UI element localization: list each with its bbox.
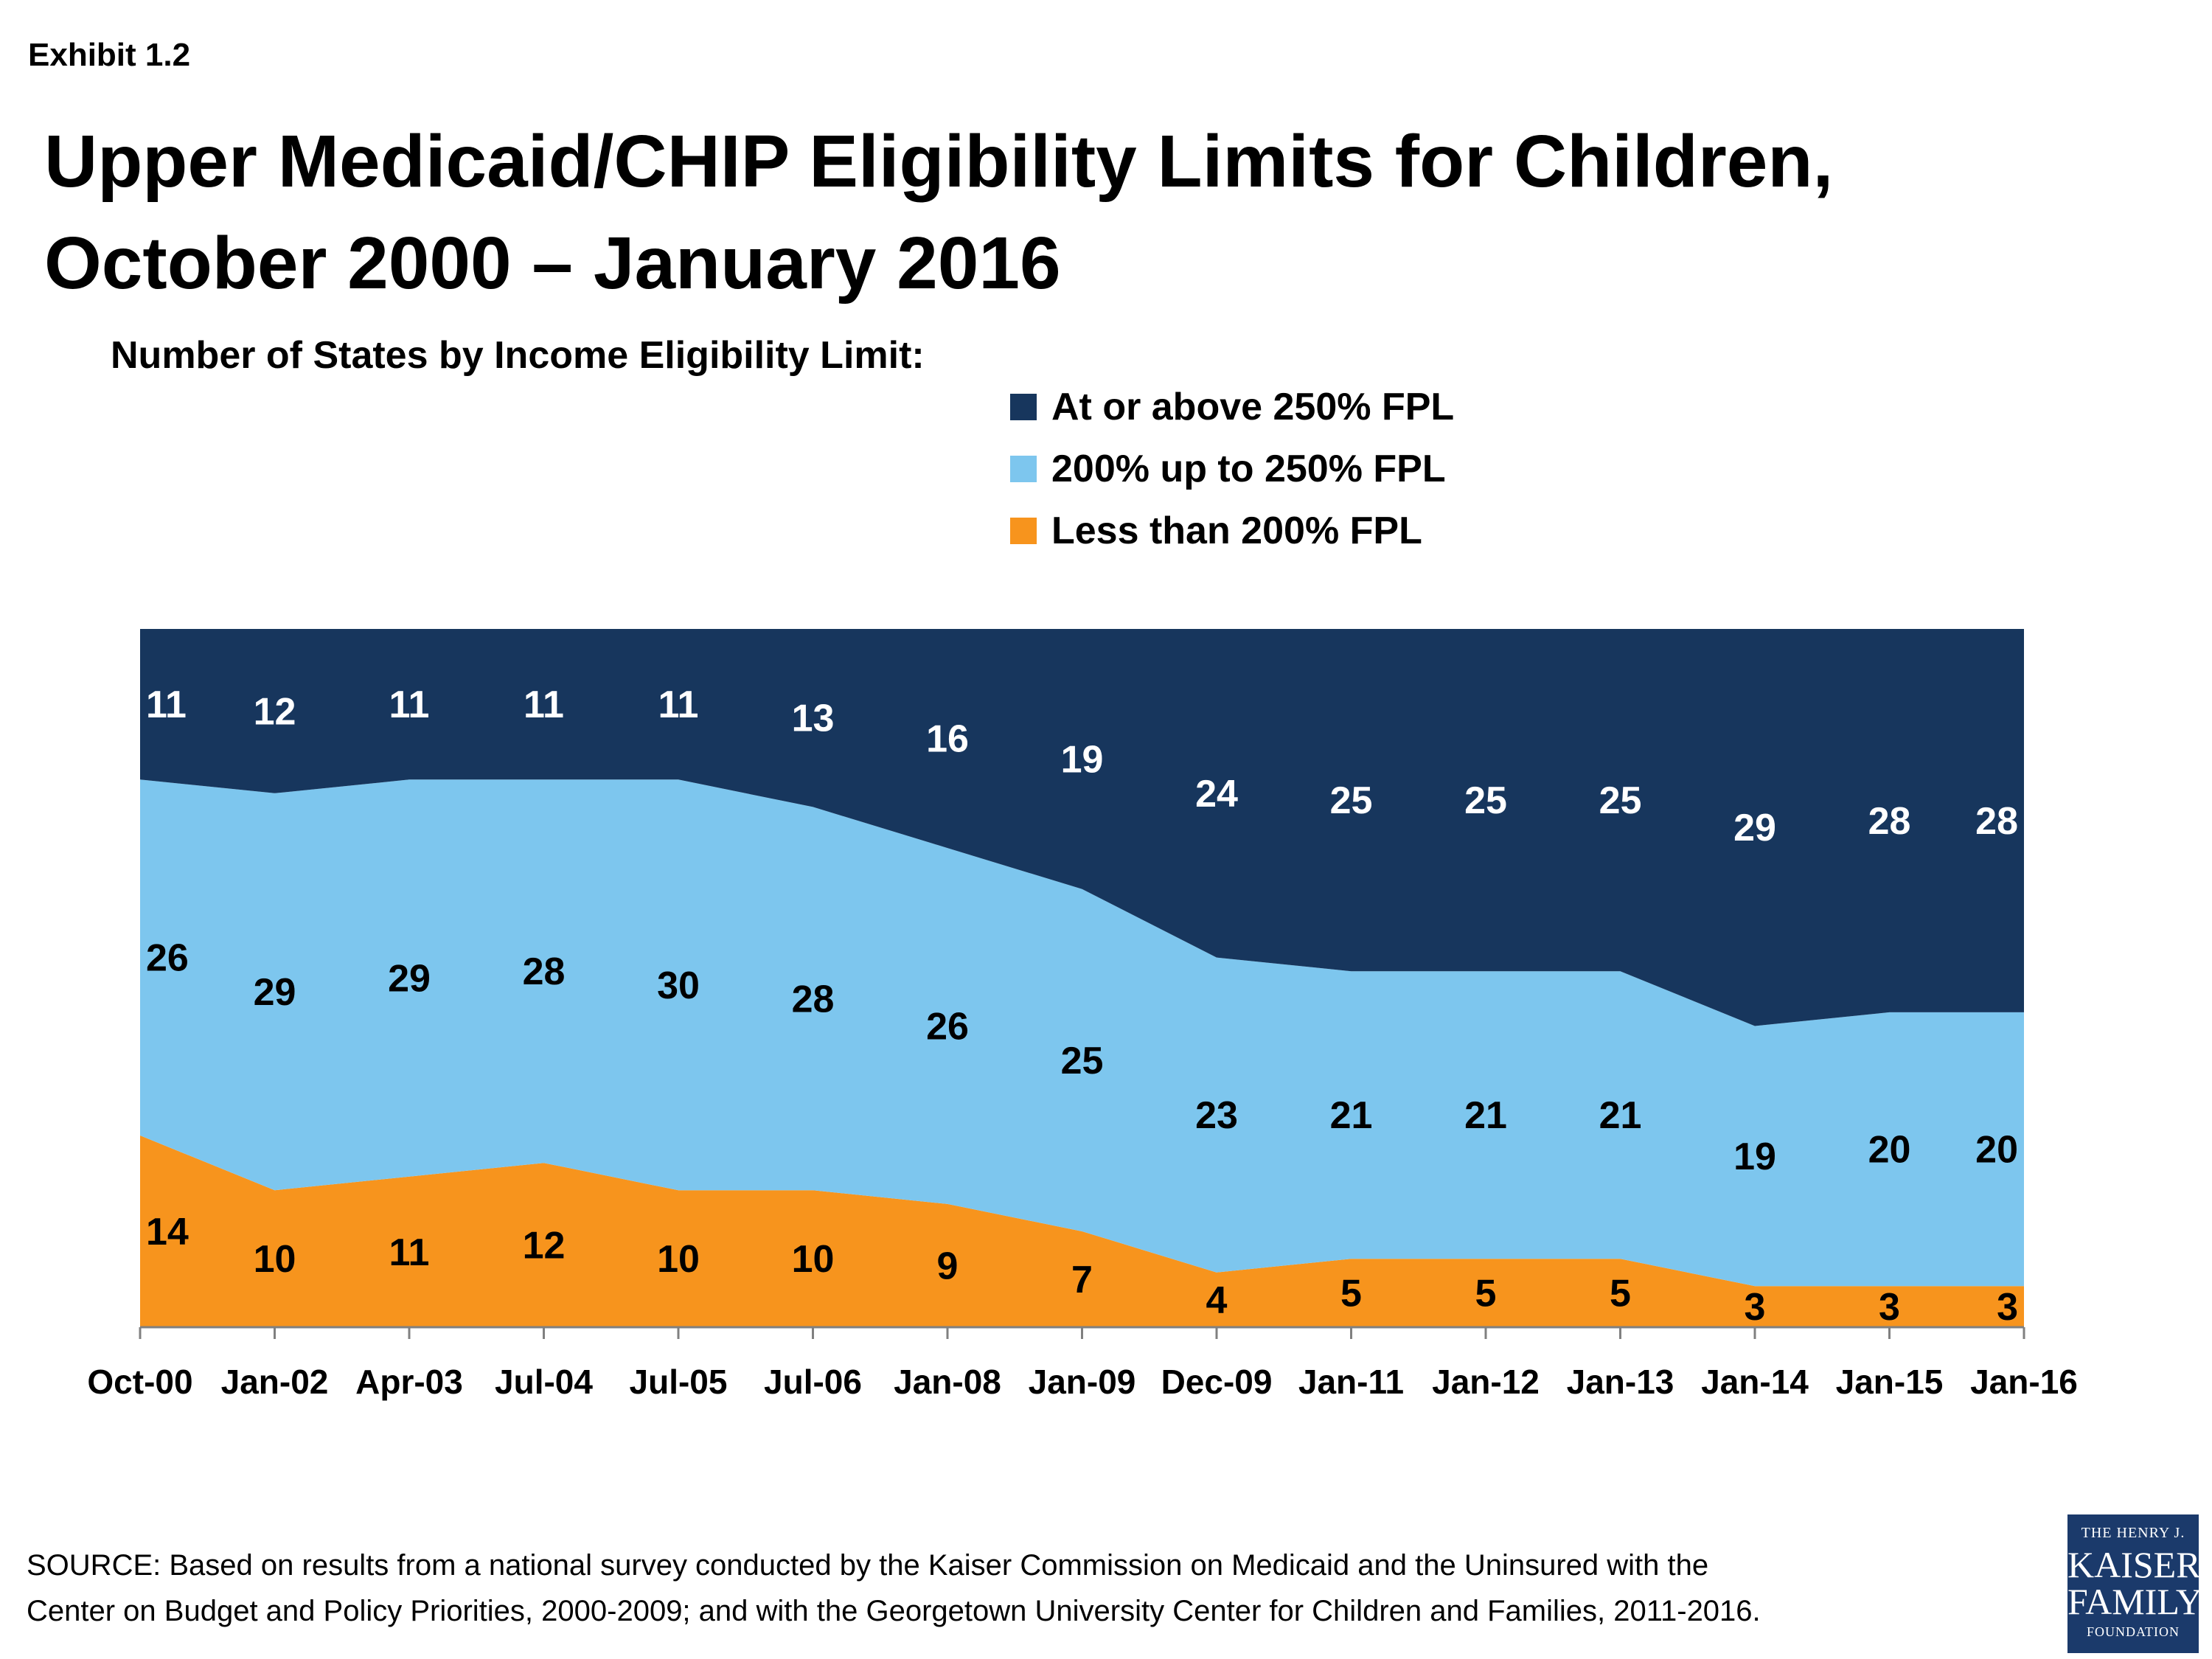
data-label-above-250-jul-05: 11 xyxy=(658,684,699,726)
data-label-above-250-jan-15: 28 xyxy=(1868,800,1911,843)
logo-line-2: KAISER xyxy=(2067,1544,2201,1585)
data-label-less-than-200-jan-09: 7 xyxy=(1071,1259,1093,1301)
data-label-less-than-200-jan-08: 9 xyxy=(937,1245,959,1287)
x-tick-label-jan-12: Jan-12 xyxy=(1432,1363,1540,1401)
data-label-200-to-250-jan-09: 25 xyxy=(1061,1040,1104,1082)
data-label-less-than-200-oct-00: 14 xyxy=(146,1211,189,1253)
x-tick-label-jan-11: Jan-11 xyxy=(1298,1363,1404,1401)
kaiser-family-foundation-logo: THE HENRY J. KAISER FAMILY FOUNDATION xyxy=(2067,1514,2202,1653)
data-label-less-than-200-jan-13: 5 xyxy=(1610,1273,1631,1315)
legend: At or above 250% FPL 200% up to 250% FPL… xyxy=(1010,376,1454,562)
x-tick-label-jul-06: Jul-06 xyxy=(764,1363,862,1401)
logo-line-4: FOUNDATION xyxy=(2087,1624,2180,1639)
data-label-200-to-250-jan-08: 26 xyxy=(926,1006,969,1048)
data-label-above-250-jan-09: 19 xyxy=(1061,738,1104,781)
data-label-200-to-250-jul-06: 28 xyxy=(792,978,835,1020)
x-tick-label-jan-16: Jan-16 xyxy=(1970,1363,2078,1401)
source-note: SOURCE: Based on results from a national… xyxy=(27,1543,2047,1634)
data-label-above-250-oct-00: 11 xyxy=(146,684,187,726)
data-label-less-than-200-jan-11: 5 xyxy=(1340,1273,1362,1315)
data-label-above-250-jan-02: 12 xyxy=(254,690,296,733)
data-label-200-to-250-jul-05: 30 xyxy=(657,964,700,1007)
data-label-200-to-250-oct-00: 26 xyxy=(146,937,189,980)
legend-item-above-250: At or above 250% FPL xyxy=(1010,376,1454,438)
data-label-less-than-200-jul-04: 12 xyxy=(523,1225,566,1267)
exhibit-label: Exhibit 1.2 xyxy=(28,37,191,73)
data-label-200-to-250-jan-15: 20 xyxy=(1868,1129,1911,1172)
data-label-200-to-250-jan-11: 21 xyxy=(1330,1094,1373,1137)
x-tick-label-apr-03: Apr-03 xyxy=(355,1363,463,1401)
x-tick-label-jan-09: Jan-09 xyxy=(1029,1363,1136,1401)
x-tick-label-jan-02: Jan-02 xyxy=(221,1363,329,1401)
area-200-to-250 xyxy=(140,779,2024,1287)
data-label-less-than-200-jul-06: 10 xyxy=(792,1238,835,1281)
data-label-above-250-jan-08: 16 xyxy=(926,718,969,761)
legend-label-200-250: 200% up to 250% FPL xyxy=(1051,448,1446,490)
data-label-above-250-jan-11: 25 xyxy=(1330,779,1373,822)
x-tick-label-jan-15: Jan-15 xyxy=(1836,1363,1944,1401)
x-tick-label-jan-08: Jan-08 xyxy=(894,1363,1001,1401)
legend-swatch-200-250 xyxy=(1010,456,1037,482)
data-label-less-than-200-jan-12: 5 xyxy=(1475,1273,1497,1315)
data-label-less-than-200-jan-16: 3 xyxy=(1997,1286,2018,1329)
data-label-above-250-jan-16: 28 xyxy=(1975,800,2018,843)
data-label-less-than-200-jul-05: 10 xyxy=(657,1238,700,1281)
legend-label-above-250: At or above 250% FPL xyxy=(1051,386,1455,428)
data-label-above-250-jan-13: 25 xyxy=(1599,779,1642,822)
area-above-250 xyxy=(140,629,2024,1026)
legend-item-200-250: 200% up to 250% FPL xyxy=(1010,438,1454,500)
chart-subtitle: Number of States by Income Eligibility L… xyxy=(111,334,925,377)
data-label-less-than-200-jan-02: 10 xyxy=(254,1238,296,1281)
data-label-200-to-250-jan-12: 21 xyxy=(1464,1094,1507,1137)
data-label-above-250-jan-14: 29 xyxy=(1733,807,1776,849)
data-label-200-to-250-dec-09: 23 xyxy=(1195,1094,1238,1137)
x-tick-label-jul-05: Jul-05 xyxy=(630,1363,728,1401)
data-label-200-to-250-jan-13: 21 xyxy=(1599,1094,1642,1137)
data-label-200-to-250-jul-04: 28 xyxy=(523,950,566,993)
legend-label-below-200: Less than 200% FPL xyxy=(1051,509,1422,552)
data-label-less-than-200-dec-09: 4 xyxy=(1206,1279,1228,1322)
x-tick-label-dec-09: Dec-09 xyxy=(1161,1363,1273,1401)
data-label-above-250-jul-04: 11 xyxy=(524,684,564,726)
logo-line-1: THE HENRY J. xyxy=(2081,1525,2185,1541)
data-label-200-to-250-jan-16: 20 xyxy=(1975,1129,2018,1172)
logo-line-3: FAMILY xyxy=(2067,1581,2202,1622)
legend-item-below-200: Less than 200% FPL xyxy=(1010,500,1454,562)
data-label-above-250-jan-12: 25 xyxy=(1464,779,1507,822)
x-tick-label-oct-00: Oct-00 xyxy=(87,1363,192,1401)
legend-swatch-below-200 xyxy=(1010,518,1037,544)
data-label-less-than-200-jan-15: 3 xyxy=(1879,1286,1900,1329)
data-label-above-250-dec-09: 24 xyxy=(1195,773,1238,815)
data-label-less-than-200-apr-03: 11 xyxy=(389,1231,430,1274)
data-label-less-than-200-jan-14: 3 xyxy=(1745,1286,1766,1329)
legend-swatch-above-250 xyxy=(1010,394,1037,420)
x-tick-label-jan-13: Jan-13 xyxy=(1567,1363,1674,1401)
x-tick-label-jul-04: Jul-04 xyxy=(495,1363,593,1401)
data-label-200-to-250-apr-03: 29 xyxy=(388,958,431,1001)
chart-title: Upper Medicaid/CHIP Eligibility Limits f… xyxy=(44,120,1834,305)
source-line-1: SOURCE: Based on results from a national… xyxy=(27,1549,1709,1582)
data-label-200-to-250-jan-14: 19 xyxy=(1733,1135,1776,1178)
source-line-2: Center on Budget and Policy Priorities, … xyxy=(27,1595,1761,1627)
data-label-200-to-250-jan-02: 29 xyxy=(254,971,296,1014)
data-label-above-250-apr-03: 11 xyxy=(389,684,430,726)
data-label-above-250-jul-06: 13 xyxy=(792,698,835,740)
x-tick-label-jan-14: Jan-14 xyxy=(1701,1363,1809,1401)
